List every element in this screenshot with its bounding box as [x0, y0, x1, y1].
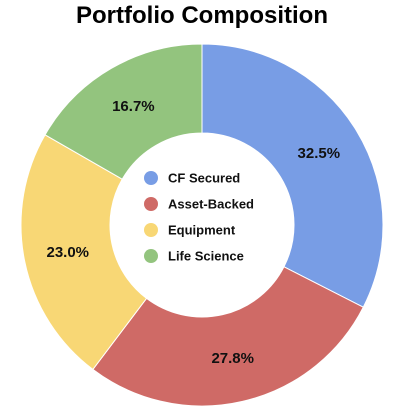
legend-item-cf-secured: CF Secured	[144, 171, 240, 186]
legend-item-equipment: Equipment	[144, 223, 236, 238]
legend-item-life-science: Life Science	[144, 249, 244, 264]
data-label-cf-secured: 32.5%	[298, 145, 341, 162]
legend: CF Secured Asset-Backed Equipment Life Scie…	[144, 171, 254, 264]
legend-swatch-life-science	[144, 249, 158, 263]
legend-swatch-equipment	[144, 223, 158, 237]
data-label-asset-backed: 27.8%	[211, 350, 254, 367]
legend-item-asset-backed: Asset-Backed	[144, 197, 254, 212]
data-label-life-science: 16.7%	[112, 98, 155, 115]
legend-label-cf-secured: CF Secured	[168, 171, 240, 186]
slice-cf-secured	[201, 43, 384, 308]
slice-asset-backed	[92, 266, 364, 407]
slice-equipment	[20, 134, 148, 371]
data-label-equipment: 23.0%	[46, 244, 89, 261]
legend-label-life-science: Life Science	[168, 249, 244, 264]
legend-label-asset-backed: Asset-Backed	[168, 197, 254, 212]
labels-layer: 32.5% 27.8% 23.0% 16.7%	[46, 98, 340, 367]
slice-life-science	[44, 43, 203, 180]
slices-layer	[20, 43, 384, 407]
legend-swatch-cf-secured	[144, 171, 158, 185]
legend-label-equipment: Equipment	[168, 223, 236, 238]
chart-title: Portfolio Composition	[76, 2, 328, 29]
legend-swatch-asset-backed	[144, 197, 158, 211]
